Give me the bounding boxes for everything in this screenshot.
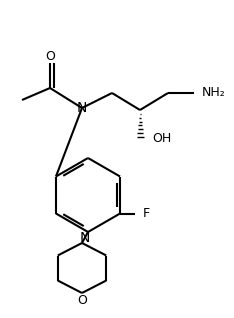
Text: F: F bbox=[143, 207, 150, 220]
Text: N: N bbox=[80, 231, 90, 245]
Text: O: O bbox=[45, 50, 55, 63]
Text: N: N bbox=[77, 101, 87, 115]
Text: O: O bbox=[77, 294, 87, 307]
Text: OH: OH bbox=[152, 133, 171, 146]
Text: NH₂: NH₂ bbox=[202, 86, 226, 100]
